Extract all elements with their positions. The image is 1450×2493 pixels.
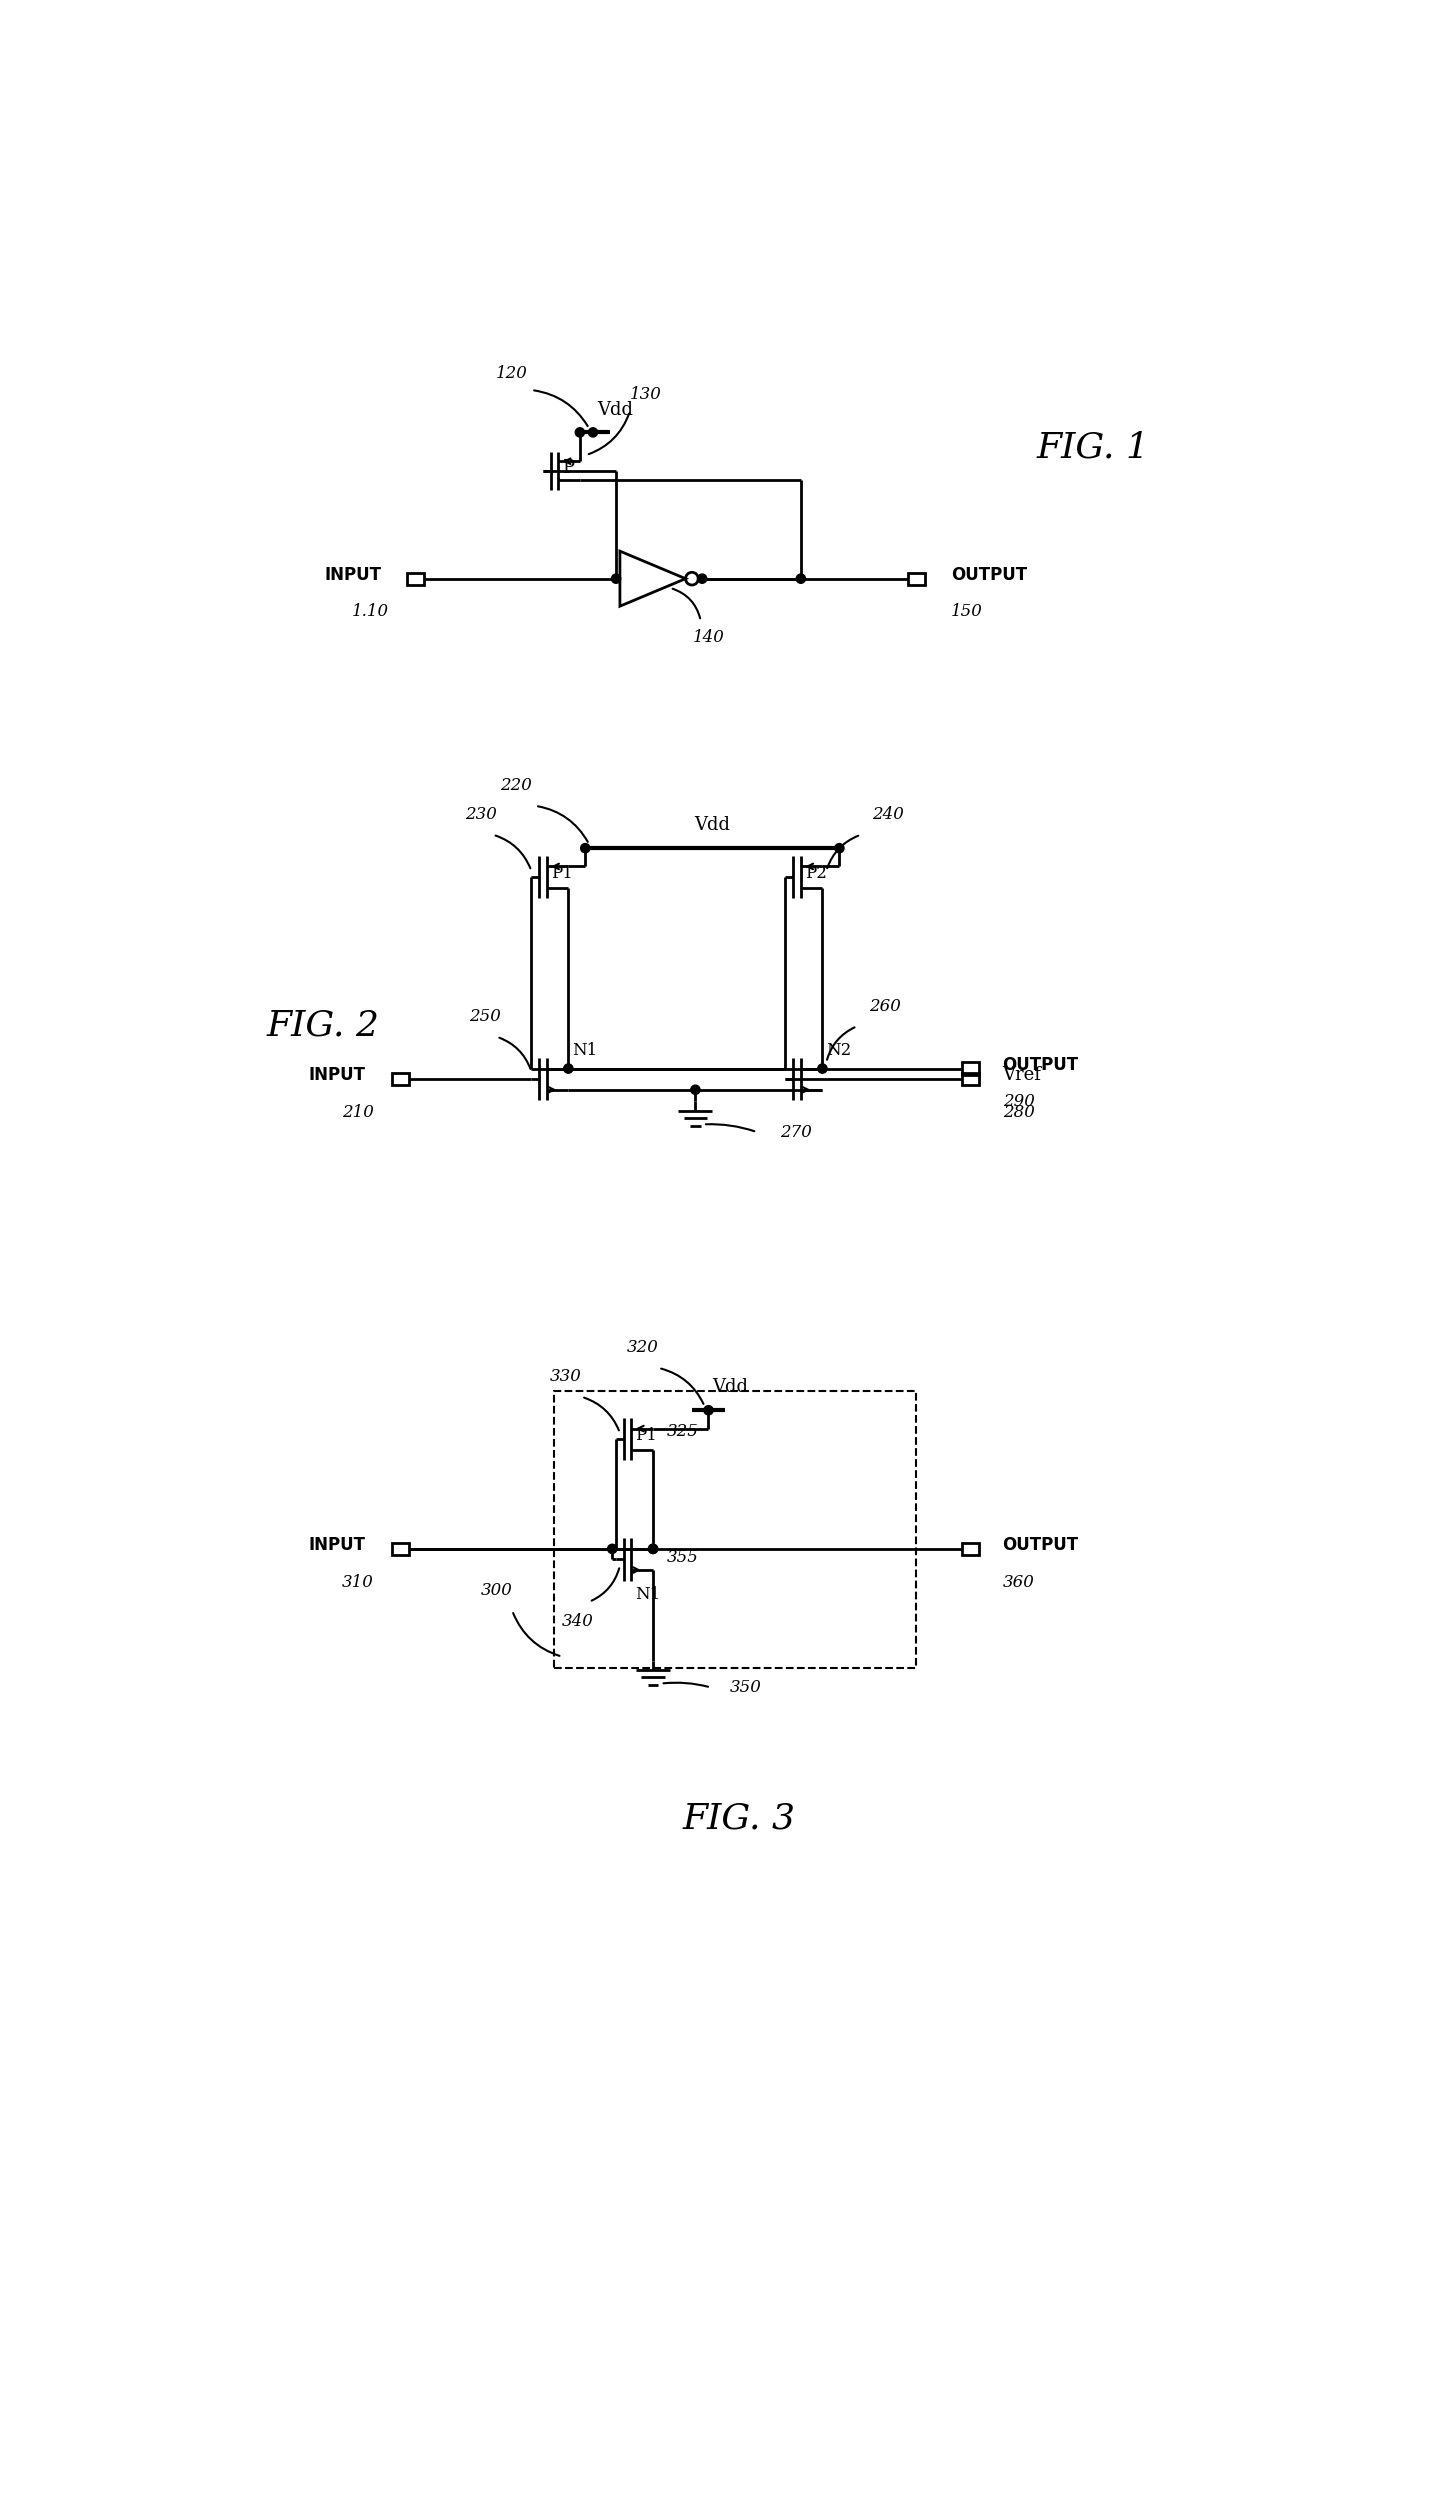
Text: 140: 140 <box>693 628 725 646</box>
Text: OUTPUT: OUTPUT <box>1002 1055 1079 1074</box>
Text: 330: 330 <box>550 1369 581 1386</box>
Text: FIG. 3: FIG. 3 <box>683 1802 796 1835</box>
Text: 210: 210 <box>342 1104 374 1122</box>
Text: 120: 120 <box>496 366 528 381</box>
Circle shape <box>608 1543 616 1553</box>
Circle shape <box>818 1065 826 1072</box>
Text: INPUT: INPUT <box>309 1536 365 1553</box>
Text: OUTPUT: OUTPUT <box>951 566 1027 583</box>
Circle shape <box>796 573 806 583</box>
Text: 280: 280 <box>1002 1104 1034 1122</box>
Text: Vdd: Vdd <box>695 815 731 835</box>
Text: 230: 230 <box>465 805 497 823</box>
Circle shape <box>648 1543 658 1553</box>
Bar <box>908 573 925 586</box>
Text: INPUT: INPUT <box>325 566 381 583</box>
Text: N1: N1 <box>573 1042 597 1060</box>
Circle shape <box>648 1543 658 1553</box>
Text: 220: 220 <box>500 778 532 795</box>
Text: Vdd: Vdd <box>712 1379 748 1396</box>
Bar <box>392 1543 409 1556</box>
Circle shape <box>703 1406 713 1416</box>
Text: 270: 270 <box>780 1124 812 1142</box>
Bar <box>961 1062 979 1074</box>
Text: N1: N1 <box>635 1586 661 1603</box>
Text: FIG. 2: FIG. 2 <box>267 1007 380 1042</box>
Text: 310: 310 <box>342 1573 374 1591</box>
Bar <box>554 1391 916 1668</box>
Text: 360: 360 <box>1002 1573 1034 1591</box>
Bar <box>407 573 425 586</box>
Circle shape <box>576 429 584 436</box>
Text: 350: 350 <box>729 1678 761 1695</box>
Circle shape <box>697 573 706 583</box>
Text: OUTPUT: OUTPUT <box>1002 1536 1079 1553</box>
Text: Vref: Vref <box>1002 1067 1041 1084</box>
Text: 250: 250 <box>470 1007 502 1025</box>
Text: 300: 300 <box>481 1583 513 1598</box>
Text: 290: 290 <box>1002 1094 1034 1109</box>
Circle shape <box>564 1065 573 1072</box>
Text: 340: 340 <box>561 1613 593 1630</box>
Circle shape <box>612 573 621 583</box>
Text: Vdd: Vdd <box>597 401 632 419</box>
Text: 320: 320 <box>626 1339 658 1356</box>
Text: INPUT: INPUT <box>309 1067 365 1084</box>
Text: 355: 355 <box>667 1548 699 1566</box>
Text: 1.10: 1.10 <box>352 603 389 621</box>
Text: FIG. 1: FIG. 1 <box>1037 431 1150 464</box>
Bar <box>961 1072 979 1084</box>
Text: 240: 240 <box>873 805 905 823</box>
Text: P1: P1 <box>635 1426 657 1443</box>
Bar <box>392 1072 409 1084</box>
Text: 130: 130 <box>629 386 661 404</box>
Text: 260: 260 <box>869 997 900 1015</box>
Text: P: P <box>563 459 574 476</box>
Text: 150: 150 <box>951 603 983 621</box>
Text: P2: P2 <box>805 865 826 883</box>
Circle shape <box>580 843 590 853</box>
Circle shape <box>589 429 597 436</box>
Text: P1: P1 <box>551 865 573 883</box>
Circle shape <box>690 1084 700 1094</box>
Text: 325: 325 <box>667 1424 699 1441</box>
Text: N2: N2 <box>826 1042 851 1060</box>
Circle shape <box>835 843 844 853</box>
Bar <box>961 1543 979 1556</box>
